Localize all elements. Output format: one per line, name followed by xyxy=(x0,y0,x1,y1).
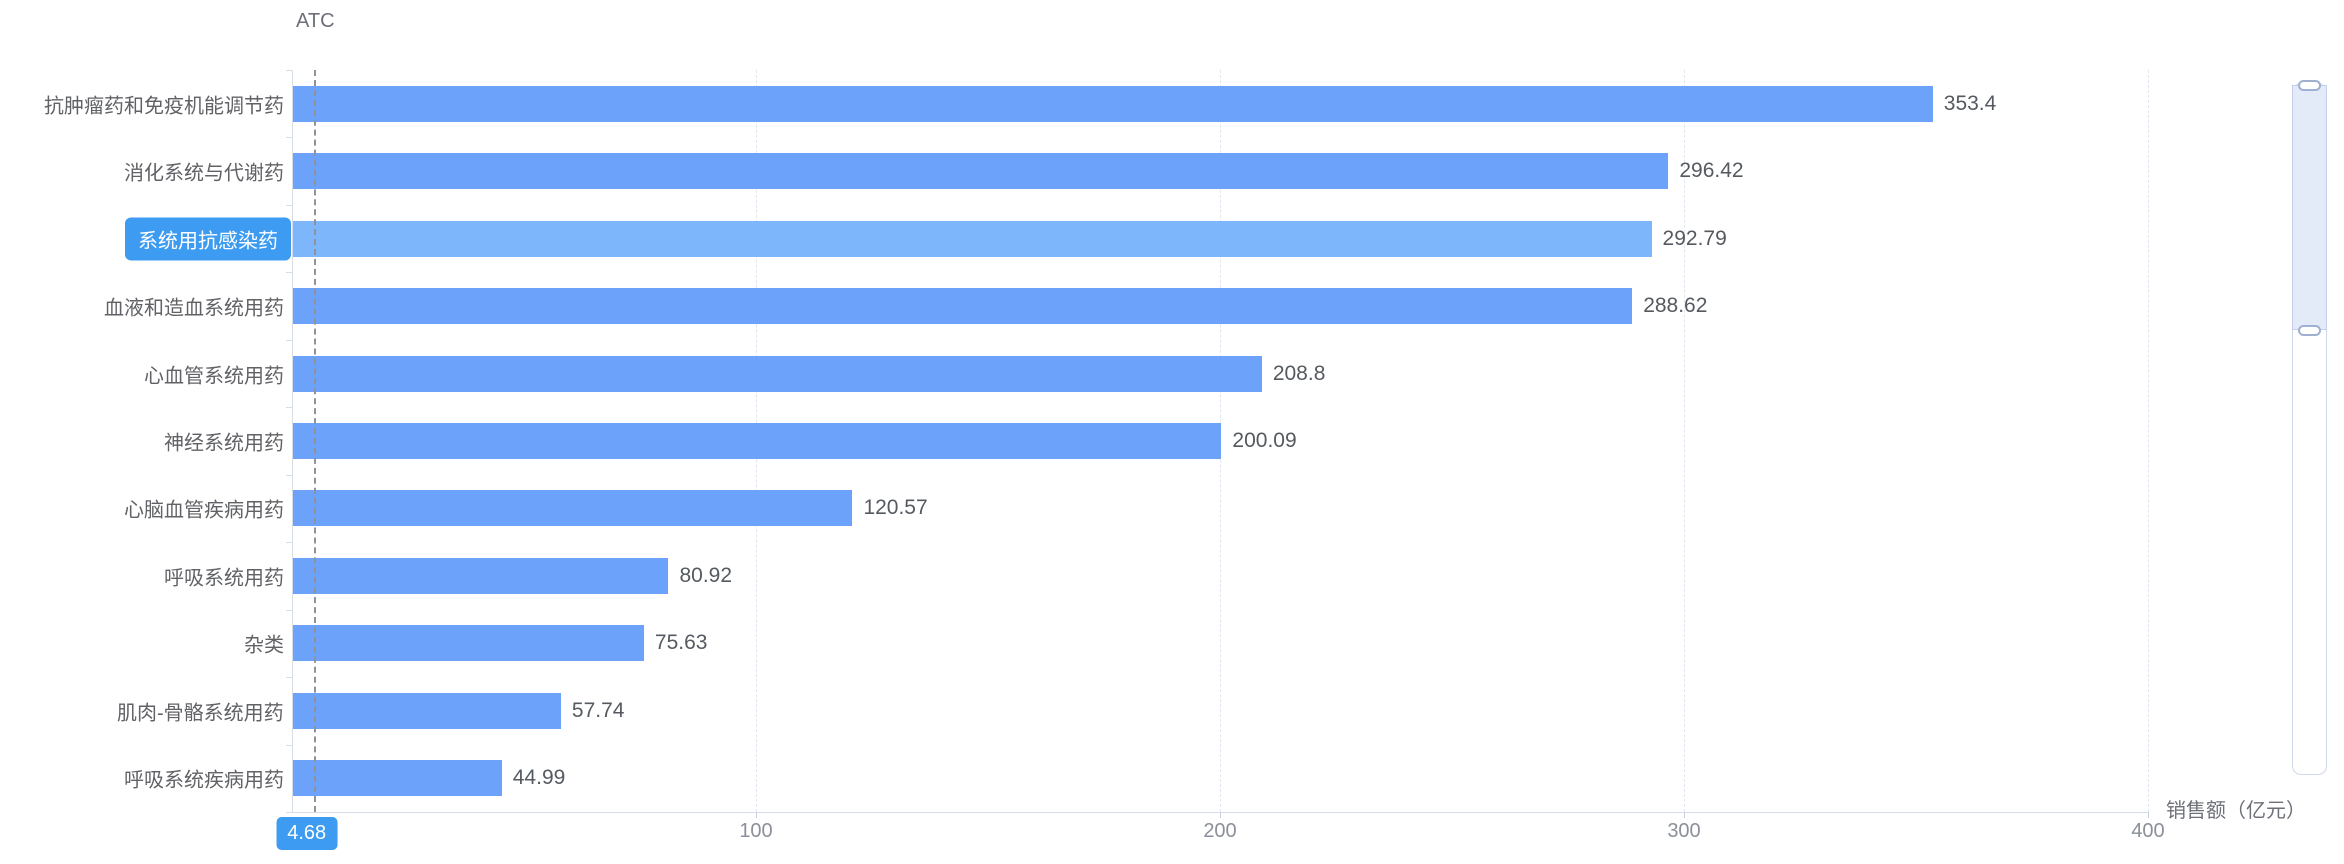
bar-5[interactable] xyxy=(293,423,1222,459)
bar-4[interactable] xyxy=(293,355,1262,392)
y-axis-category-label[interactable]: 心脑血管疾病用药 xyxy=(124,499,284,522)
bar-3[interactable] xyxy=(293,288,1633,325)
y-axis-category-label[interactable]: 消化系统与代谢药 xyxy=(124,162,284,185)
y-axis-line xyxy=(292,70,293,812)
bar-value-label: 200.09 xyxy=(1232,429,1297,452)
y-axis-category-label[interactable]: 呼吸系统疾病用药 xyxy=(124,769,284,792)
datazoom-handle-bottom[interactable] xyxy=(2298,325,2321,336)
bar-9[interactable] xyxy=(293,692,561,729)
bar-value-label: 208.8 xyxy=(1272,361,1326,385)
x-tick-mark xyxy=(2148,812,2149,818)
bar-value-label: 44.99 xyxy=(512,766,566,790)
x-tick-label: 100 xyxy=(739,820,773,842)
bar-10[interactable] xyxy=(293,760,502,797)
x-axis-name: 销售额（亿元） xyxy=(2166,800,2306,822)
y-tick-mark xyxy=(286,70,293,71)
x-tick-label: 200 xyxy=(1203,820,1237,842)
x-tick-mark xyxy=(1220,812,1221,818)
y-axis-category-label[interactable]: 抗肿瘤药和免疫机能调节药 xyxy=(44,95,284,118)
y-axis-category-label[interactable]: 杂类 xyxy=(244,634,284,657)
axis-pointer-line xyxy=(313,70,316,812)
y-axis-category-label[interactable]: 心血管系统用药 xyxy=(144,365,284,388)
bar-value-label: 57.74 xyxy=(571,698,625,722)
y-tick-mark xyxy=(286,812,293,813)
axis-pointer-value-label: 4.68 xyxy=(276,817,338,850)
gridline-x-300 xyxy=(1684,70,1685,812)
y-tick-mark xyxy=(286,542,293,544)
y-axis-title: ATC xyxy=(296,10,335,32)
y-tick-mark xyxy=(286,204,293,206)
y-axis-category-label[interactable]: 神经系统用药 xyxy=(164,432,284,455)
bar-value-label: 80.92 xyxy=(679,563,733,587)
y-tick-mark xyxy=(286,609,293,611)
y-axis-category-label[interactable]: 血液和造血系统用药 xyxy=(104,297,284,320)
y-axis-category-label[interactable]: 系统用抗感染药 xyxy=(125,217,291,261)
y-tick-mark xyxy=(286,474,293,476)
bar-6[interactable] xyxy=(293,490,853,527)
bar-8[interactable] xyxy=(293,625,644,662)
y-tick-mark xyxy=(286,272,293,274)
datazoom-handle-top[interactable] xyxy=(2298,80,2321,91)
bar-value-label: 288.62 xyxy=(1643,294,1708,318)
bar-1[interactable] xyxy=(293,153,1669,190)
y-tick-mark xyxy=(286,677,293,679)
y-axis-category-label[interactable]: 呼吸系统用药 xyxy=(164,567,284,590)
bar-value-label: 120.57 xyxy=(863,496,928,520)
datazoom-scrollbar-fill[interactable] xyxy=(2292,85,2327,330)
bar-value-label: 75.63 xyxy=(654,631,708,655)
y-axis-category-label[interactable]: 肌肉-骨骼系统用药 xyxy=(117,702,284,725)
y-tick-mark xyxy=(286,407,293,409)
bar-value-label: 292.79 xyxy=(1662,226,1727,250)
bar-value-label: 296.42 xyxy=(1679,159,1744,183)
x-tick-mark xyxy=(756,812,757,818)
y-tick-mark xyxy=(286,744,293,746)
x-tick-label: 300 xyxy=(1667,820,1701,842)
bar-7[interactable] xyxy=(293,557,669,594)
bar-value-label: 353.4 xyxy=(1943,91,1997,115)
bar-0[interactable] xyxy=(293,85,1933,122)
x-tick-mark xyxy=(1684,812,1685,818)
y-tick-mark xyxy=(286,339,293,341)
gridline-x-400 xyxy=(2148,70,2149,812)
y-tick-mark xyxy=(286,137,293,139)
x-tick-label: 400 xyxy=(2131,820,2165,842)
bar-2[interactable] xyxy=(293,220,1652,257)
